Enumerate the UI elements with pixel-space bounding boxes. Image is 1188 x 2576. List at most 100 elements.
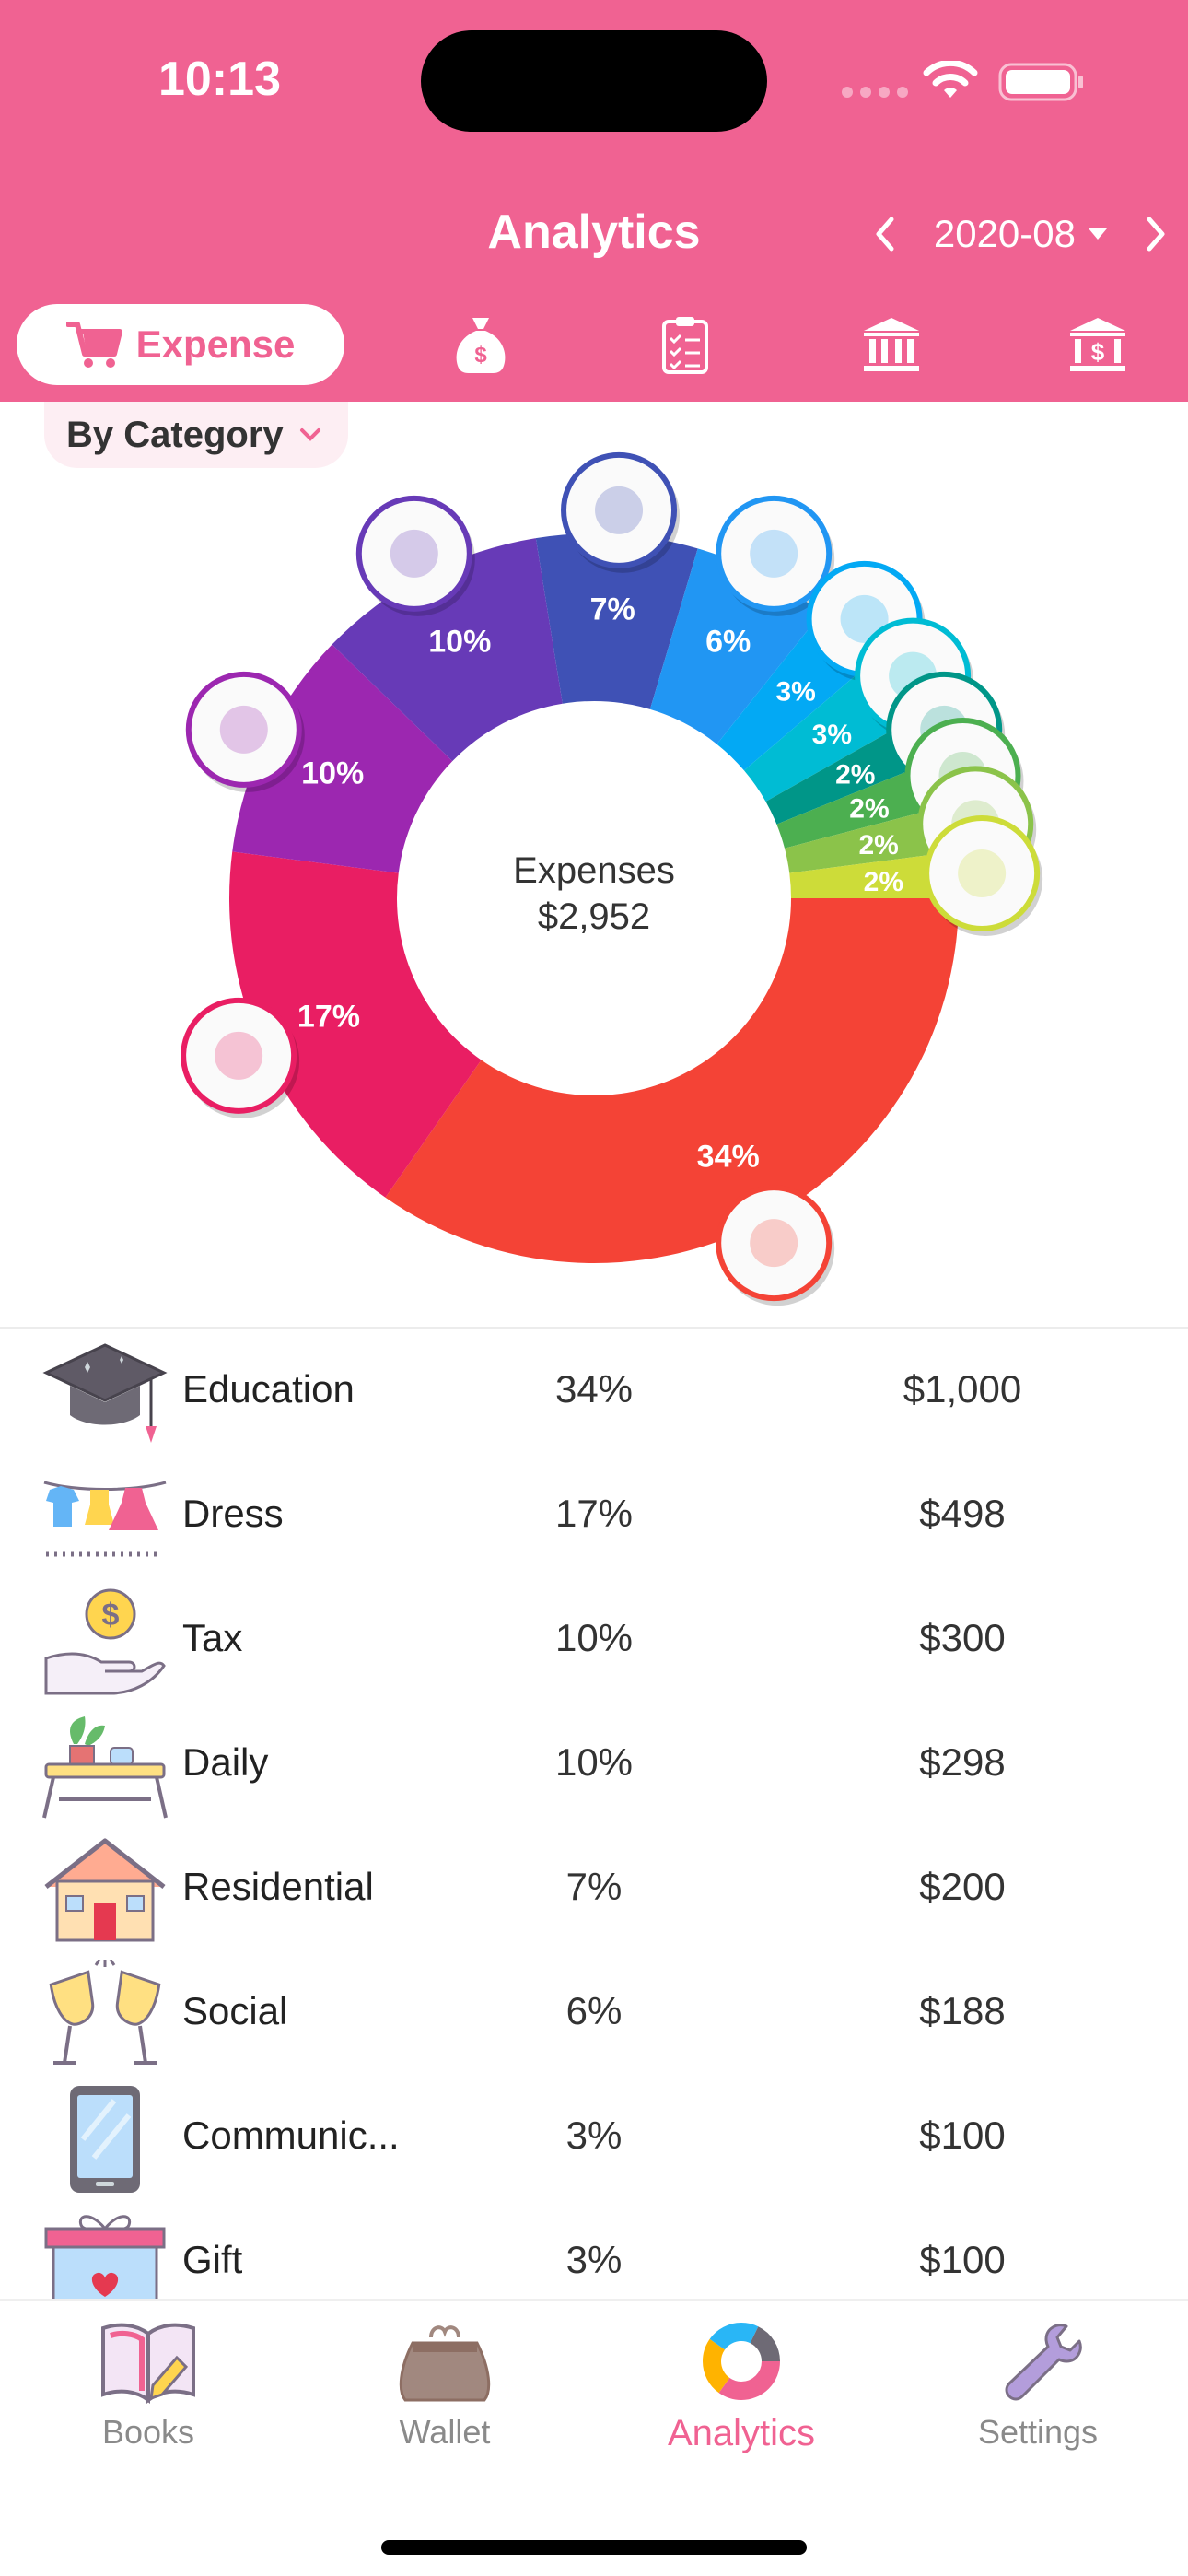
category-name: Dress xyxy=(182,1492,284,1535)
book-icon xyxy=(101,2323,195,2405)
list-item-social[interactable]: Social 6% $188 xyxy=(0,1949,1188,2073)
category-amount: $298 xyxy=(919,1740,1006,1784)
tab-budget[interactable] xyxy=(652,311,718,378)
donut-slice-clothing[interactable] xyxy=(785,805,956,873)
month-value: 2020-08 xyxy=(933,212,1076,255)
bank-dollar-icon: $ xyxy=(1070,318,1125,371)
tab-assets[interactable] xyxy=(858,311,925,378)
donut-slice-daily[interactable] xyxy=(332,538,563,762)
category-name: Education xyxy=(182,1367,355,1411)
category-name: Communic... xyxy=(182,2113,400,2157)
tab-income[interactable]: $ xyxy=(448,311,514,378)
category-name: Daily xyxy=(182,1740,269,1784)
donut-percent-label: 6% xyxy=(705,625,751,660)
donut-slice-others[interactable] xyxy=(789,851,959,898)
donut-category-bubble[interactable] xyxy=(716,1185,835,1306)
list-item-communication[interactable]: Communic... 3% $100 xyxy=(0,2073,1188,2197)
donut-category-bubble[interactable] xyxy=(355,495,475,616)
category-amount: $188 xyxy=(919,1989,1006,2032)
chevron-left-icon xyxy=(876,217,894,252)
clipboard-icon xyxy=(662,317,708,374)
donut-percent-label: 2% xyxy=(859,830,899,861)
tab-settings-label: Settings xyxy=(977,2413,1099,2451)
chevron-down-icon xyxy=(299,428,320,441)
page-title: Analytics xyxy=(487,205,701,259)
house-icon xyxy=(44,1838,166,1942)
donut-category-bubble[interactable] xyxy=(561,451,681,573)
category-name: Residential xyxy=(182,1865,374,1908)
donut-center-title: Expenses xyxy=(513,850,675,891)
list-item-education[interactable]: Education 34% $1,000 xyxy=(0,1327,1188,1451)
donut-percent-label: 7% xyxy=(590,592,635,627)
donut-category-bubble[interactable] xyxy=(924,814,1043,936)
category-filter-dropdown[interactable]: By Category xyxy=(44,402,348,468)
category-amount: $200 xyxy=(919,1865,1006,1908)
donut-slice-dress[interactable] xyxy=(229,851,482,1198)
donut-category-bubble[interactable] xyxy=(716,495,835,616)
clothesline-icon xyxy=(43,1481,167,1557)
next-month-button[interactable] xyxy=(1124,205,1188,263)
bank-icon xyxy=(864,318,919,371)
donut-percent-label: 10% xyxy=(301,755,364,790)
status-time: 10:13 xyxy=(158,53,281,106)
wifi-icon xyxy=(923,61,978,98)
list-item-gift[interactable]: Gift 3% $100 xyxy=(0,2197,1188,2299)
list-item-residential[interactable]: Residential 7% $200 xyxy=(0,1824,1188,1949)
category-percent: 7% xyxy=(565,1865,623,1908)
list-item-tax[interactable]: $ Tax 10% $300 xyxy=(0,1575,1188,1700)
champagne-glasses-icon xyxy=(49,1960,161,2065)
donut-percent-label: 2% xyxy=(864,867,903,897)
category-list: Education 34% $1,000 Dress 17% $498 $ Ta… xyxy=(0,1327,1188,2299)
category-percent: 34% xyxy=(554,1367,634,1411)
donut-percent-label: 17% xyxy=(297,1000,360,1035)
donut-svg: 34% 17% 10% 10% 7% 6% 3% 3% 2% 2% 2% 2% xyxy=(181,451,1043,1306)
donut-percent-label: 2% xyxy=(849,794,889,825)
donut-slice-residential[interactable] xyxy=(535,533,698,709)
tab-settings[interactable]: Settings xyxy=(890,2317,1186,2483)
purse-icon xyxy=(399,2325,491,2402)
tab-wallet[interactable]: Wallet xyxy=(297,2317,593,2483)
wrench-icon xyxy=(1005,2324,1082,2401)
tab-analytics[interactable]: Analytics xyxy=(593,2317,890,2483)
tab-expense-label: Expense xyxy=(135,322,296,366)
battery-icon xyxy=(998,63,1083,101)
donut-center: Expenses $2,952 xyxy=(396,848,792,940)
category-percent: 6% xyxy=(565,1989,623,2032)
tab-expense[interactable]: Expense xyxy=(17,304,344,385)
donut-percent-label: 3% xyxy=(812,720,852,750)
donut-percent-label: 3% xyxy=(775,677,815,708)
home-indicator xyxy=(381,2540,807,2555)
donut-slice-bills[interactable] xyxy=(776,761,948,849)
hand-coin-icon: $ xyxy=(44,1588,166,1695)
gift-box-icon xyxy=(44,2215,166,2299)
category-percent: 10% xyxy=(554,1740,634,1784)
smartphone-icon xyxy=(70,2086,140,2193)
money-bag-icon: $ xyxy=(456,318,506,373)
donut-chart-icon xyxy=(703,2323,780,2400)
donut-category-bubble[interactable] xyxy=(185,671,305,792)
chevron-right-icon xyxy=(1147,217,1165,252)
dynamic-island xyxy=(421,30,767,132)
tab-analytics-label: Analytics xyxy=(667,2413,816,2453)
category-percent: 3% xyxy=(565,2113,623,2157)
list-item-dress[interactable]: Dress 17% $498 xyxy=(0,1451,1188,1575)
donut-category-bubble[interactable] xyxy=(181,997,300,1118)
category-amount: $100 xyxy=(919,2238,1006,2281)
previous-month-button[interactable] xyxy=(853,205,917,263)
category-amount: $300 xyxy=(919,1616,1006,1659)
donut-percent-label: 10% xyxy=(428,625,491,660)
cart-icon xyxy=(65,322,122,368)
category-donut-chart: 34% 17% 10% 10% 7% 6% 3% 3% 2% 2% 2% 2% Expenses $2… xyxy=(0,433,1188,1317)
tab-books[interactable]: Books xyxy=(0,2317,297,2483)
tab-liabilities[interactable]: $ xyxy=(1065,311,1131,378)
divider xyxy=(0,1327,1188,1329)
month-navigator: 2020-08 xyxy=(853,205,1188,263)
tab-books-label: Books xyxy=(101,2413,195,2451)
category-percent: 3% xyxy=(565,2238,623,2281)
category-name: Gift xyxy=(182,2238,243,2281)
caret-down-icon xyxy=(1089,228,1107,240)
category-percent: 10% xyxy=(554,1616,634,1659)
list-item-daily[interactable]: Daily 10% $298 xyxy=(0,1700,1188,1824)
month-selector[interactable]: 2020-08 xyxy=(917,212,1124,256)
donut-slice-education[interactable] xyxy=(385,898,960,1263)
